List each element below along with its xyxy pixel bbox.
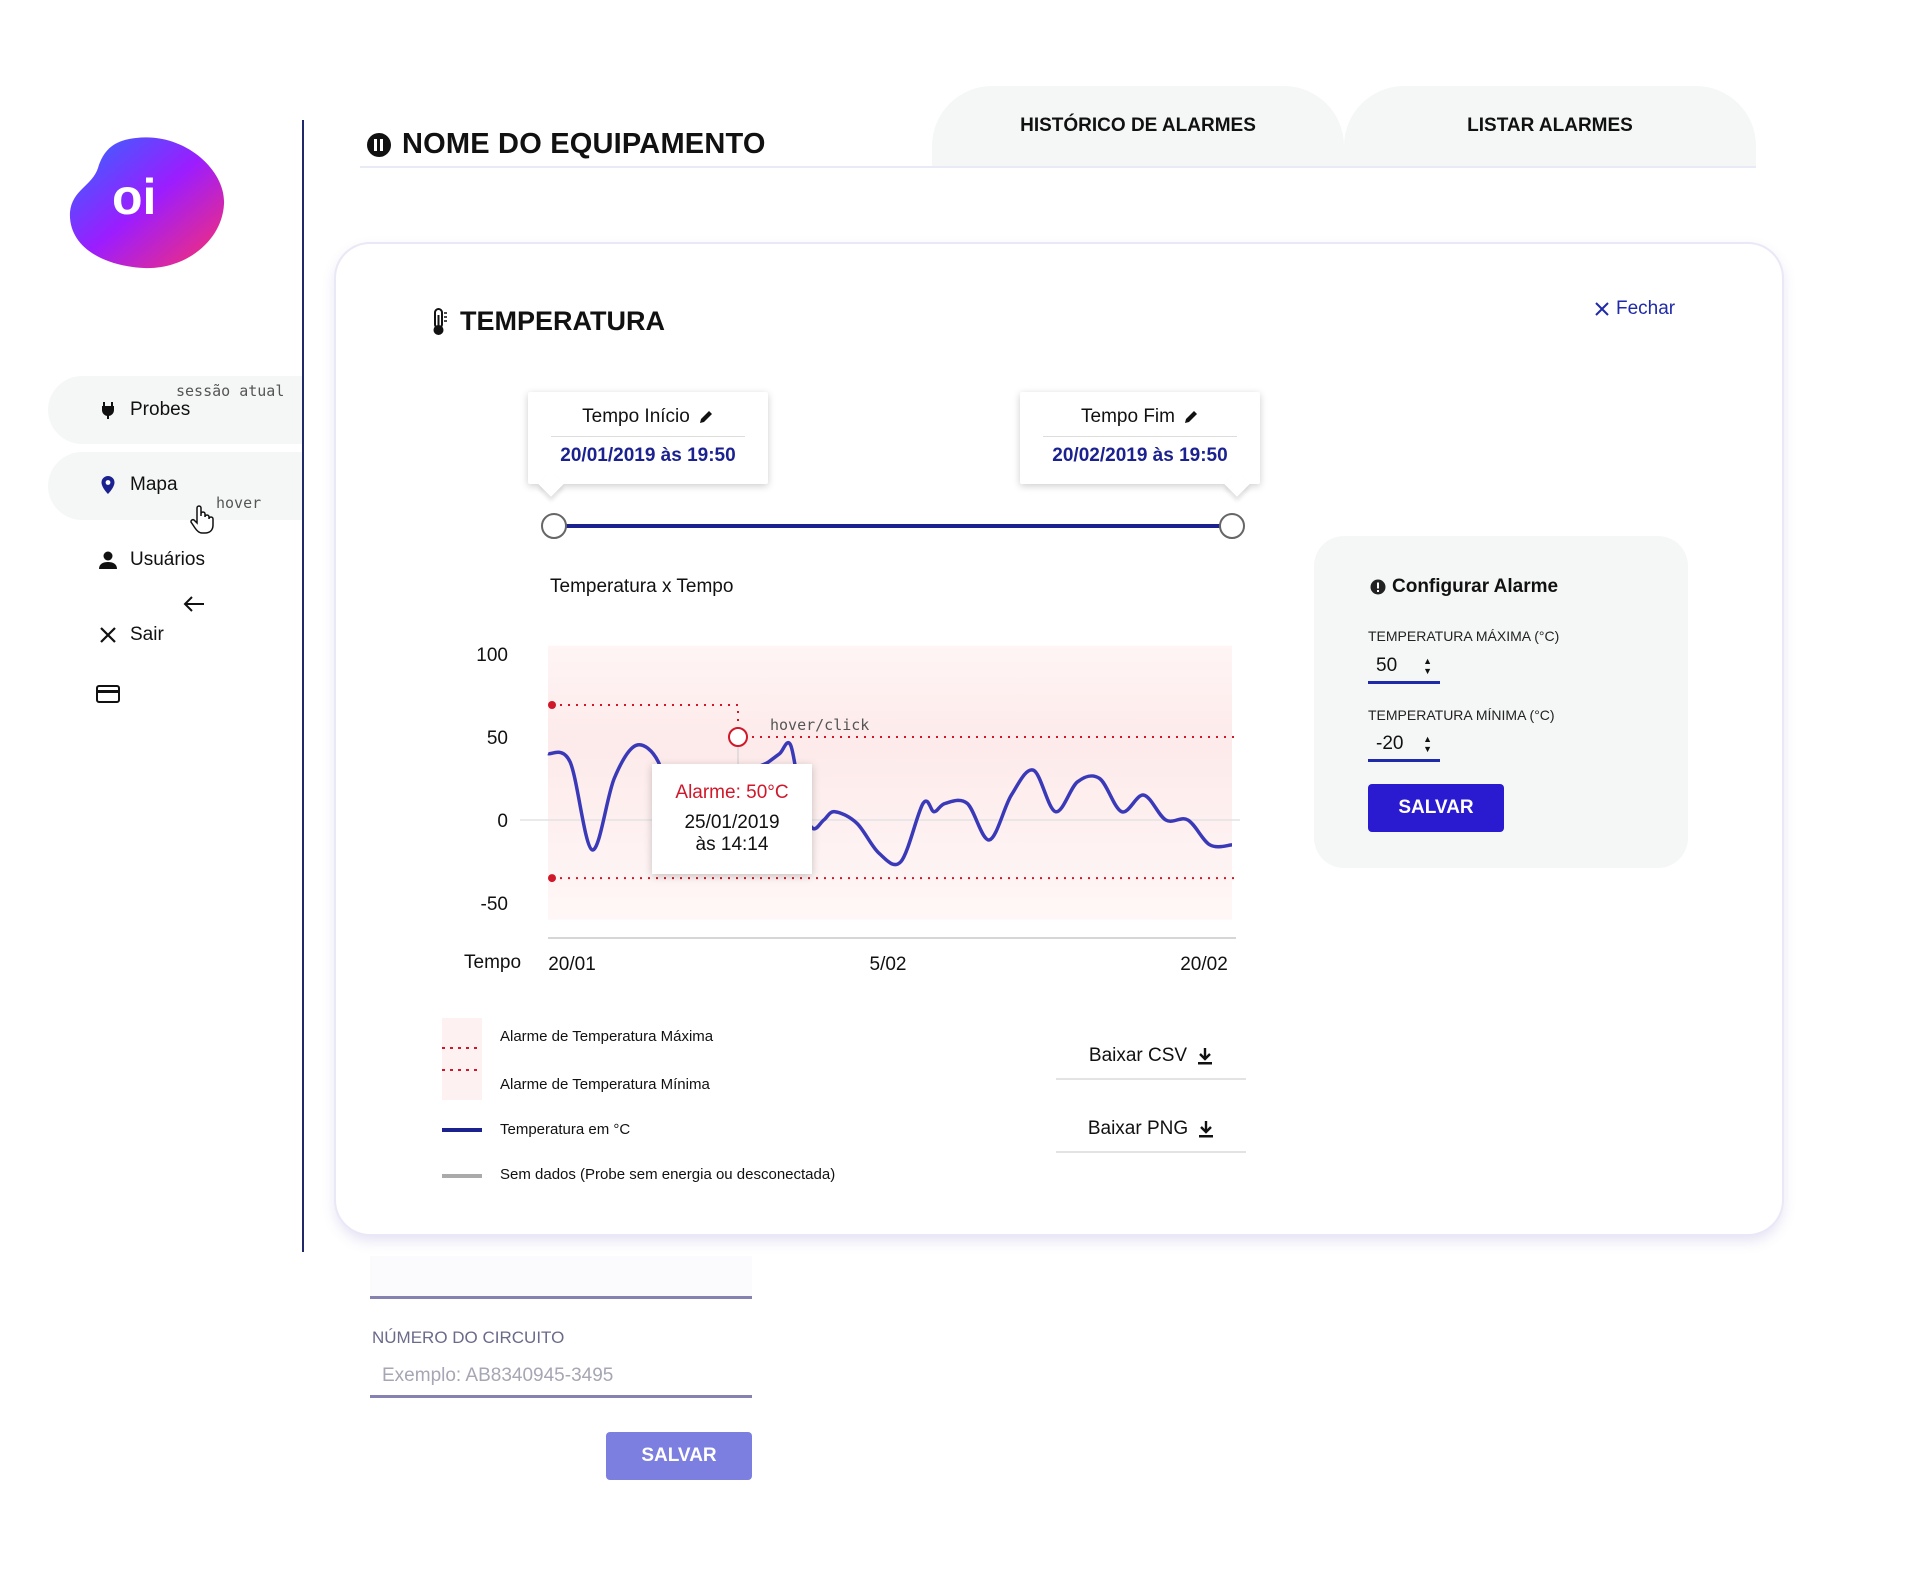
sidebar-item-sair[interactable]: Sair [98,624,164,646]
sidebar-item-label: Probes [130,399,191,420]
slider-start-handle[interactable] [541,513,567,539]
sidebar-item-usuarios[interactable]: Usuários [98,549,205,571]
tooltip-alarm: Alarme: 50°C [675,782,789,803]
legend-alarm-band [442,1018,482,1100]
hover-click-note: hover/click [770,716,870,734]
download-png-label: Baixar PNG [1087,1118,1189,1139]
circuit-input[interactable] [370,1356,752,1398]
oi-logo: oi [66,134,226,270]
time-range-slider[interactable] [530,504,1270,544]
min-temp-label: TEMPERATURA MÍNIMA (°C) [1368,707,1555,723]
equipment-icon [367,132,391,157]
save-alarm-button[interactable]: SALVAR [1368,784,1504,832]
configure-alarm-title-text: Configurar Alarme [1392,576,1559,597]
thermometer-icon [433,307,447,335]
max-temp-stepper[interactable]: 50 ▲ ▼ [1368,650,1440,684]
max-temp-value: 50 [1376,654,1398,676]
form-field-previous[interactable] [370,1256,752,1299]
stepper-arrows-icon[interactable]: ▲ ▼ [1423,733,1432,754]
oi-logo-text: oi [112,169,157,225]
x-axis-label: Tempo [464,952,521,973]
x-tick-label: 5/02 [870,954,907,975]
y-tick-label: 0 [497,811,508,832]
sidebar-item-label: Usuários [130,549,205,570]
time-end-label: Tempo Fim [1081,406,1175,427]
max-alarm-start-point [548,701,556,709]
time-end-value: 20/02/2019 às 19:50 [1052,445,1228,466]
circuit-label: NÚMERO DO CIRCUITO [372,1328,565,1347]
sidebar-hover-background [48,452,302,520]
stepper-arrows-icon[interactable]: ▲ ▼ [1423,655,1432,676]
tab-listar-alarmes[interactable]: LISTAR ALARMES [1344,86,1756,166]
alert-icon [1370,579,1386,595]
hover-note: hover [216,494,262,512]
download-csv-button[interactable]: Baixar CSV [1056,1034,1246,1080]
arrow-left-icon[interactable] [182,594,206,619]
hand-cursor-icon [188,504,216,539]
slider-end-handle[interactable] [1219,513,1245,539]
sidebar-divider [302,120,304,1252]
download-png-button[interactable]: Baixar PNG [1056,1107,1246,1153]
modal-title-text: TEMPERATURA [460,306,665,336]
legend-temp-swatch [442,1128,482,1132]
tab-historico-alarmes[interactable]: HISTÓRICO DE ALARMES [932,86,1344,166]
download-csv-label: Baixar CSV [1088,1045,1188,1066]
time-end-card[interactable]: Tempo Fim 20/02/2019 às 19:50 [1020,392,1260,497]
edit-icon[interactable] [698,409,714,425]
legend-nodata-swatch [442,1174,482,1178]
download-icon [1198,1048,1213,1065]
min-temp-stepper[interactable]: -20 ▲ ▼ [1368,728,1440,762]
legend-no-data: Sem dados (Probe sem energia ou desconec… [500,1166,836,1183]
min-temp-value: -20 [1376,732,1404,754]
map-pin-icon [101,476,115,494]
alarm-hover-marker[interactable] [728,727,748,747]
download-icon [1199,1121,1214,1138]
edit-icon[interactable] [1183,409,1199,425]
user-icon [99,551,117,569]
tooltip-date: 25/01/2019 [684,812,780,833]
sidebar-item-label: Sair [130,624,164,645]
y-tick-label: 100 [476,645,508,666]
close-icon [100,627,116,643]
page-title: NOME DO EQUIPAMENTO [366,128,766,161]
sidebar-item-probes[interactable]: Probes [98,399,190,421]
time-start-value: 20/01/2019 às 19:50 [560,445,736,466]
tooltip-time: às 14:14 [695,834,769,855]
card-icon[interactable] [96,684,120,709]
x-tick-label: 20/01 [548,954,596,975]
legend-alarm-lines [442,1047,480,1071]
page-title-text: NOME DO EQUIPAMENTO [402,128,766,160]
close-button[interactable]: Fechar [1594,298,1675,320]
x-tick-label: 20/02 [1180,954,1228,975]
y-tick-label: 50 [487,728,508,749]
close-icon [1595,302,1609,316]
configure-alarm-title: Configurar Alarme [1370,576,1558,598]
sidebar-item-label: Mapa [130,474,178,495]
y-tick-label: -50 [481,894,508,915]
time-start-label: Tempo Início [582,406,690,427]
time-start-card[interactable]: Tempo Início 20/01/2019 às 19:50 [528,392,768,497]
plug-icon [102,402,114,419]
max-temp-label: TEMPERATURA MÁXIMA (°C) [1368,628,1560,644]
sidebar-item-mapa[interactable]: Mapa [98,474,178,496]
legend-max-alarm: Alarme de Temperatura Máxima [500,1028,714,1045]
legend-min-alarm: Alarme de Temperatura Mínima [500,1076,710,1093]
max-alarm-line [552,704,1234,738]
header-divider [360,166,1756,168]
legend-temperature: Temperatura em °C [500,1121,631,1138]
close-label: Fechar [1616,298,1676,319]
modal-title: TEMPERATURA [430,306,665,337]
chart-title: Temperatura x Tempo [550,576,734,597]
sidebar-active-background [48,376,302,444]
form-save-button[interactable]: SALVAR [606,1432,752,1480]
alarm-tooltip: Alarme: 50°C 25/01/2019 às 14:14 [652,764,812,874]
session-note: sessão atual [176,382,285,400]
min-alarm-start-point [548,874,556,883]
